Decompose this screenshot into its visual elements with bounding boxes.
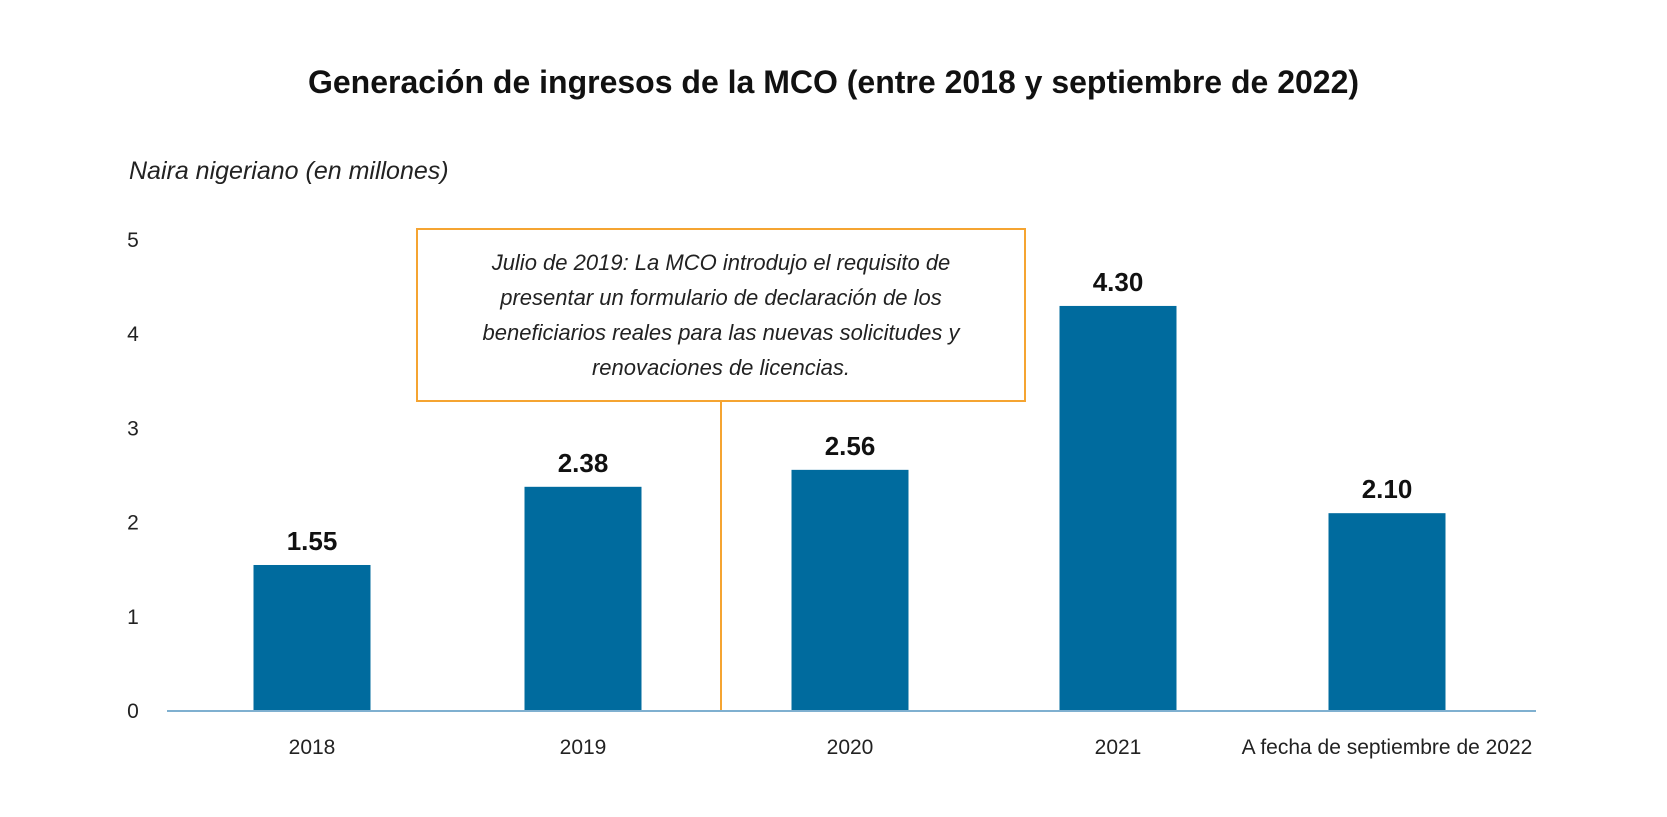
annotation-text: Julio de 2019: La MCO introdujo el requi… [482, 250, 960, 380]
y-tick-label: 3 [127, 417, 139, 440]
data-label: 4.30 [1093, 267, 1144, 297]
bar [1328, 513, 1446, 711]
bar [524, 486, 642, 711]
data-label: 2.38 [558, 448, 609, 478]
y-tick-label: 5 [127, 229, 139, 252]
x-tick-label: 2018 [289, 736, 336, 759]
y-axis-label: Naira nigeriano (en millones) [129, 157, 449, 185]
x-tick-label: 2019 [560, 736, 607, 759]
y-tick-label: 1 [127, 606, 139, 629]
y-tick-label: 0 [127, 700, 139, 723]
y-tick-label: 4 [127, 323, 139, 346]
annotation-box: Julio de 2019: La MCO introdujo el requi… [416, 228, 1026, 402]
bar [1059, 305, 1177, 711]
data-label: 2.56 [825, 431, 876, 461]
x-tick-label: 2021 [1095, 736, 1142, 759]
bar [253, 564, 371, 711]
data-label: 1.55 [287, 526, 338, 556]
x-tick-label: 2020 [827, 736, 874, 759]
bar [791, 469, 909, 711]
y-tick-label: 2 [127, 512, 139, 535]
data-label: 2.10 [1362, 474, 1413, 504]
x-tick-label: A fecha de septiembre de 2022 [1242, 736, 1533, 759]
chart-title: Generación de ingresos de la MCO (entre … [307, 64, 1360, 100]
